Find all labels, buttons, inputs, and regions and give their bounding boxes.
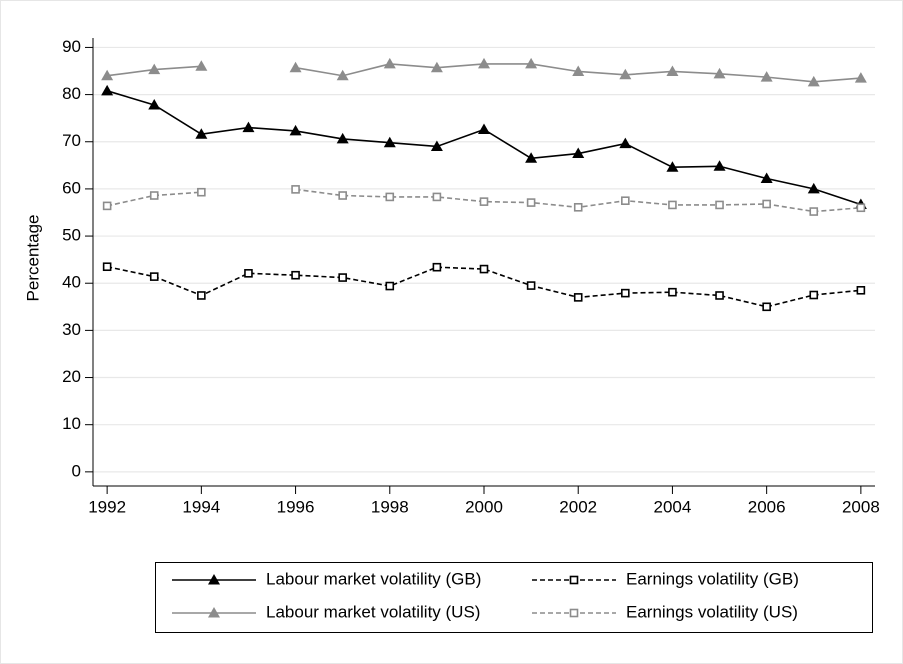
point xyxy=(336,69,349,81)
point xyxy=(762,199,771,209)
point xyxy=(668,200,677,210)
point xyxy=(338,273,347,282)
legend-marker xyxy=(208,574,220,585)
point xyxy=(101,84,114,96)
point xyxy=(478,123,490,134)
point xyxy=(336,132,349,144)
point xyxy=(573,293,583,302)
y-tick-label: 20 xyxy=(62,367,81,386)
y-axis-label: Percentage xyxy=(23,215,42,302)
x-tick-label: 1996 xyxy=(277,497,315,516)
y-tick-label: 30 xyxy=(62,320,81,339)
point xyxy=(148,63,161,75)
point xyxy=(478,57,490,69)
point xyxy=(760,172,773,184)
point xyxy=(197,187,206,197)
y-tick-label: 50 xyxy=(62,226,81,245)
point xyxy=(619,137,632,149)
point xyxy=(807,182,820,194)
point xyxy=(291,185,300,194)
x-tick-label: 1992 xyxy=(88,497,126,516)
point xyxy=(149,191,159,200)
point xyxy=(242,121,255,133)
point xyxy=(713,67,726,79)
point xyxy=(432,192,442,202)
y-tick-label: 70 xyxy=(62,131,81,150)
point xyxy=(572,65,585,76)
point xyxy=(197,291,206,300)
point xyxy=(102,262,112,272)
point xyxy=(854,72,867,83)
point xyxy=(525,57,538,69)
legend-box xyxy=(155,562,873,633)
x-tick-label: 2008 xyxy=(842,497,880,516)
point xyxy=(526,281,536,290)
point xyxy=(289,61,302,73)
point xyxy=(760,71,773,82)
point xyxy=(619,68,632,80)
point xyxy=(289,124,302,136)
x-tick-label: 1998 xyxy=(371,497,409,516)
point xyxy=(479,197,489,206)
point xyxy=(149,272,159,281)
y-tick-label: 0 xyxy=(72,461,81,480)
y-tick-label: 10 xyxy=(62,414,81,433)
point xyxy=(715,200,724,210)
point xyxy=(809,290,819,300)
point xyxy=(666,161,679,172)
point xyxy=(101,69,114,81)
point xyxy=(383,57,396,69)
y-tick-label: 40 xyxy=(62,273,81,292)
point xyxy=(713,160,726,171)
point xyxy=(385,192,395,202)
point xyxy=(856,285,866,295)
point xyxy=(666,65,679,76)
legend-label: Labour market volatility (US) xyxy=(266,602,480,621)
point xyxy=(573,202,583,212)
x-tick-label: 1994 xyxy=(182,497,220,516)
point xyxy=(195,60,208,71)
x-tick-label: 2002 xyxy=(559,497,597,516)
point xyxy=(244,269,253,278)
point xyxy=(525,152,538,163)
legend-label: Earnings volatility (US) xyxy=(626,602,798,621)
x-tick-label: 2000 xyxy=(465,497,503,516)
point xyxy=(526,198,536,207)
point xyxy=(621,196,630,205)
y-tick-label: 90 xyxy=(62,37,81,56)
point xyxy=(807,75,820,87)
point xyxy=(383,136,396,148)
point xyxy=(430,61,443,73)
y-tick-label: 60 xyxy=(62,178,81,197)
point xyxy=(621,288,630,298)
y-tick-label: 80 xyxy=(62,84,81,103)
point xyxy=(572,147,585,159)
x-tick-label: 2006 xyxy=(748,497,786,516)
point xyxy=(291,270,300,280)
x-tick-label: 2004 xyxy=(654,497,692,516)
legend-label: Earnings volatility (GB) xyxy=(626,569,799,588)
point xyxy=(102,201,112,211)
point xyxy=(432,262,442,272)
legend-marker xyxy=(208,607,220,618)
point xyxy=(762,302,771,312)
point xyxy=(338,191,347,200)
point xyxy=(856,203,866,213)
point xyxy=(148,98,161,110)
point xyxy=(668,287,677,297)
point xyxy=(715,291,724,300)
legend-marker xyxy=(569,575,579,585)
point xyxy=(809,207,819,216)
point xyxy=(479,264,489,274)
point xyxy=(430,140,443,151)
point xyxy=(385,281,395,291)
point xyxy=(195,128,208,139)
legend-marker xyxy=(569,608,579,618)
legend-label: Labour market volatility (GB) xyxy=(266,569,481,588)
